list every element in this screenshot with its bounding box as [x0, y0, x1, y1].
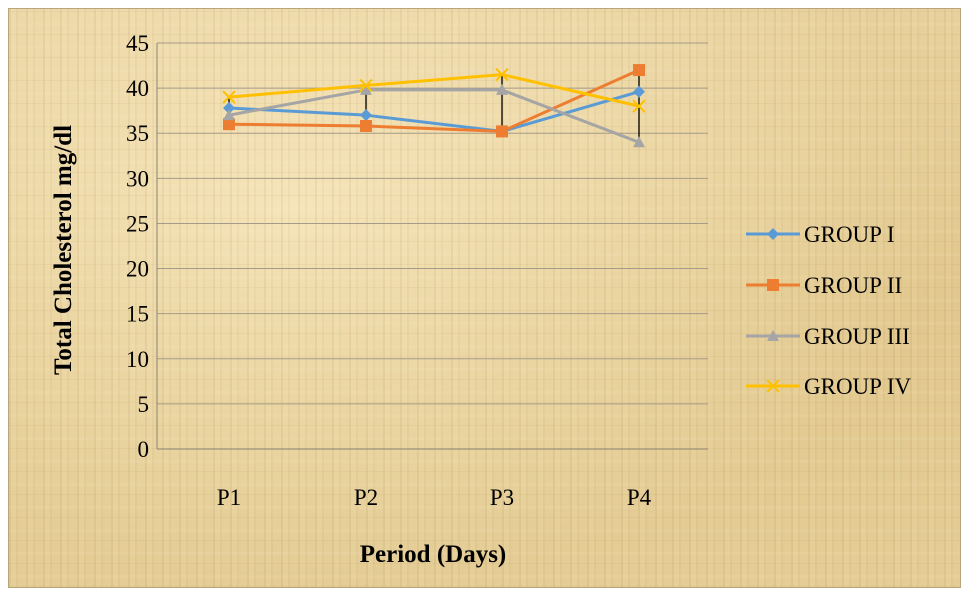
y-tick-label: 25	[126, 211, 149, 236]
x-tick-label: P4	[627, 485, 652, 510]
data-point	[633, 64, 645, 76]
y-tick-label: 45	[126, 31, 149, 56]
y-tick-label: 5	[138, 392, 150, 417]
y-tick-label: 35	[126, 121, 149, 146]
data-point	[360, 120, 372, 132]
data-point	[496, 125, 508, 137]
y-tick-label: 30	[126, 166, 149, 191]
data-point	[767, 279, 779, 291]
legend-label: GROUP II	[804, 273, 902, 298]
legend-label: GROUP I	[804, 222, 895, 247]
x-tick-labels: P1 P2 P3 P4	[217, 485, 652, 510]
y-tick-label: 15	[126, 302, 149, 327]
y-tick-label: 10	[126, 347, 149, 372]
y-tick-label: 40	[126, 76, 149, 101]
data-point	[360, 109, 372, 121]
y-tick-label: 0	[138, 437, 150, 462]
data-point	[767, 228, 779, 240]
x-axis-label: Period (Days)	[360, 541, 507, 568]
x-tick-label: P2	[354, 485, 378, 510]
y-tick-label: 20	[126, 257, 149, 282]
legend-label: GROUP IV	[804, 374, 912, 399]
data-point	[633, 86, 645, 98]
legend: GROUP I GROUP II GROUP III GROUP IV	[746, 222, 912, 399]
series-lines	[229, 70, 639, 142]
x-tick-label: P1	[217, 485, 241, 510]
y-tick-labels: 0 5 10 15 20 25 30 35 40 45	[126, 31, 149, 462]
y-axis-label: Total Cholesterol mg/dl	[50, 125, 77, 375]
x-tick-label: P3	[490, 485, 514, 510]
legend-label: GROUP III	[804, 324, 910, 349]
